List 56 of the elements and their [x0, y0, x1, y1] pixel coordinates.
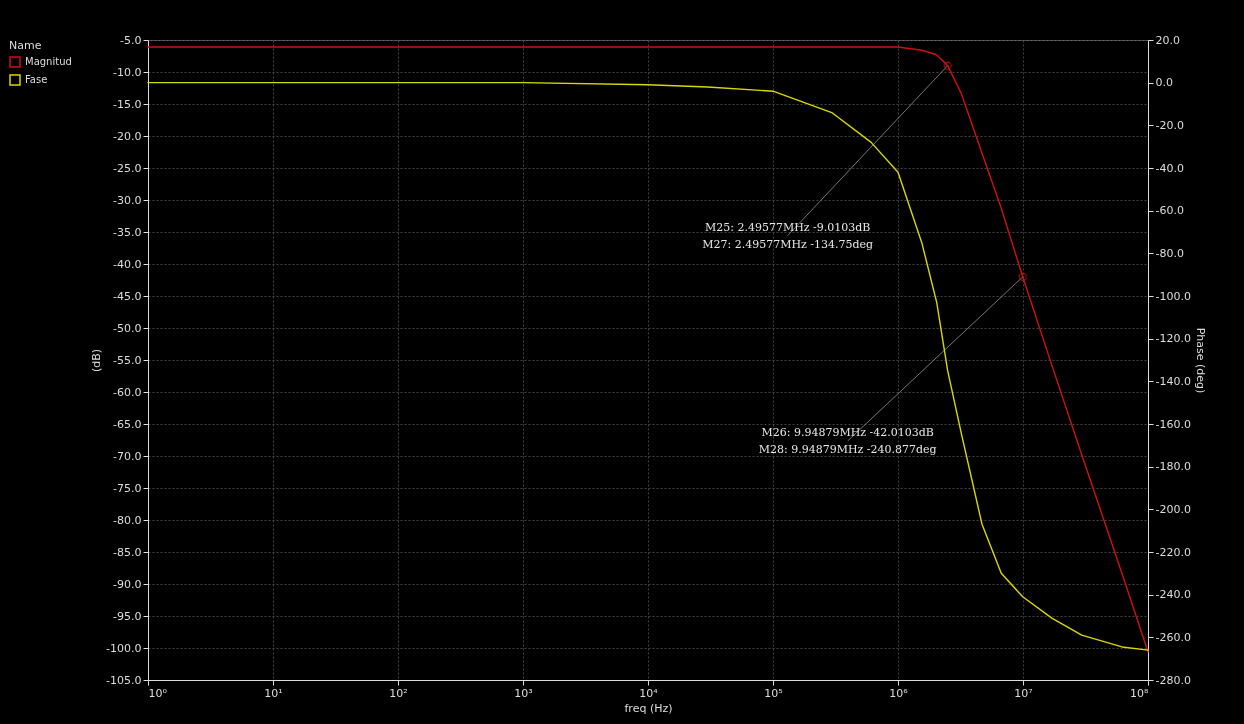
y-tick-label: -25.0	[113, 161, 142, 175]
y-axis-title: (dB)	[90, 348, 104, 373]
y-tick-label: -95.0	[113, 609, 142, 623]
legend-label: Fase	[25, 74, 48, 85]
x-tick-label: 10⁰	[148, 686, 168, 700]
y2-tick-label: -20.0	[1155, 118, 1184, 132]
y2-tick-label: -40.0	[1155, 161, 1184, 175]
y-tick-label: -100.0	[106, 641, 142, 655]
y-tick-label: -105.0	[106, 673, 142, 687]
y-tick-label: -65.0	[113, 417, 142, 431]
y2-tick-label: -260.0	[1155, 630, 1191, 644]
y-tick-label: -45.0	[113, 289, 142, 303]
y2-tick-label: -160.0	[1155, 417, 1191, 431]
y2-tick-label: 0.0	[1155, 76, 1173, 90]
y2-axis-title: Phase (deg)	[1193, 327, 1207, 394]
y-tick-label: -40.0	[113, 257, 142, 271]
y-tick-label: -30.0	[113, 193, 142, 207]
y2-tick-label: -80.0	[1155, 246, 1184, 260]
y2-tick-label: -200.0	[1155, 502, 1191, 516]
y-tick-label: -80.0	[113, 513, 142, 527]
x-tick-label: 10⁷	[1014, 686, 1033, 700]
legend-title: Name	[9, 39, 42, 52]
y2-tick-label: -60.0	[1155, 204, 1184, 218]
y-tick-label: -5.0	[120, 33, 142, 47]
y2-tick-label: -180.0	[1155, 460, 1191, 474]
y-tick-label: -90.0	[113, 577, 142, 591]
x-tick-label: 10⁶	[889, 686, 909, 700]
y2-tick-label: -120.0	[1155, 332, 1191, 346]
annotation: M27: 2.49577MHz -134.75deg	[702, 237, 874, 251]
y2-tick-label: -280.0	[1155, 673, 1191, 687]
y-tick-label: -50.0	[113, 321, 142, 335]
x-tick-label: 10³	[514, 686, 533, 700]
y-tick-label: -10.0	[113, 65, 142, 79]
y2-tick-label: -220.0	[1155, 545, 1191, 559]
y-tick-label: -20.0	[113, 129, 142, 143]
y-tick-label: -35.0	[113, 225, 142, 239]
y2-tick-label: -140.0	[1155, 374, 1191, 388]
y2-tick-label: 20.0	[1155, 33, 1180, 47]
legend-label: Magnitud	[25, 56, 72, 67]
x-tick-label: 10⁵	[764, 686, 783, 700]
x-tick-label: 10⁴	[639, 686, 659, 700]
x-tick-label: 10²	[389, 686, 408, 700]
y-tick-label: -70.0	[113, 449, 142, 463]
y-tick-label: -60.0	[113, 385, 142, 399]
y-tick-label: -55.0	[113, 353, 142, 367]
y2-tick-label: -240.0	[1155, 588, 1191, 602]
x-tick-label: 10¹	[264, 686, 283, 700]
annotation: M25: 2.49577MHz -9.0103dB	[704, 220, 871, 234]
y2-tick-label: -100.0	[1155, 289, 1191, 303]
x-axis-title: freq (Hz)	[624, 701, 673, 715]
y-tick-label: -15.0	[113, 97, 142, 111]
annotation: M26: 9.94879MHz -42.0103dB	[761, 425, 934, 439]
y-tick-label: -75.0	[113, 481, 142, 495]
x-tick-label: 10⁸	[1130, 686, 1150, 700]
annotation: M28: 9.94879MHz -240.877deg	[758, 442, 937, 456]
y-tick-label: -85.0	[113, 545, 142, 559]
